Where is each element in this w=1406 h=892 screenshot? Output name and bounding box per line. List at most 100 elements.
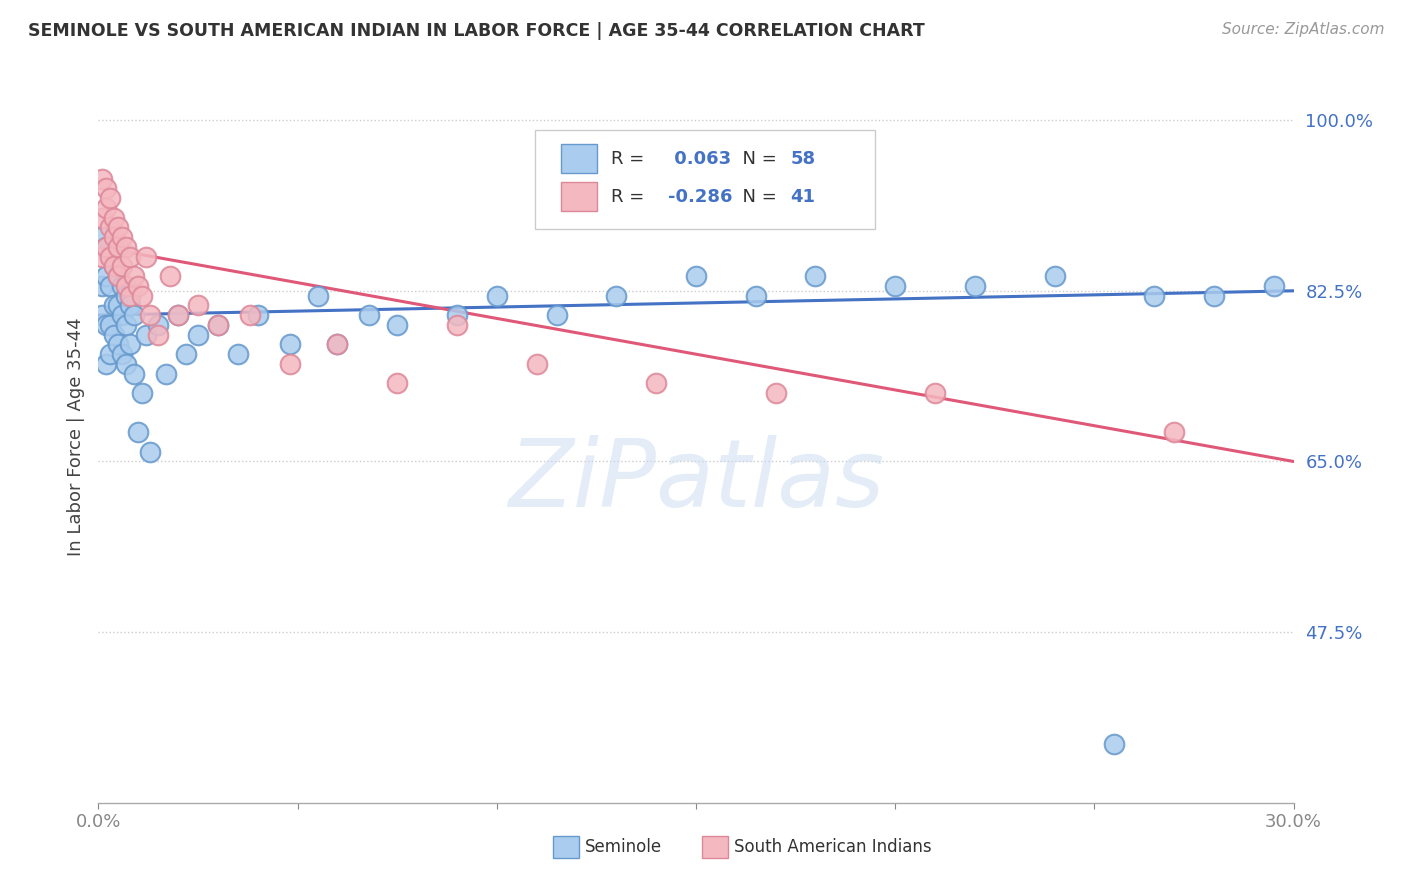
Point <box>103 298 125 312</box>
Point <box>1163 425 1185 440</box>
Point <box>107 269 129 284</box>
Text: 41: 41 <box>790 187 815 205</box>
Point <box>963 279 986 293</box>
Point <box>131 288 153 302</box>
Point <box>207 318 229 332</box>
Point <box>115 240 138 254</box>
Point <box>107 240 129 254</box>
Point <box>96 269 118 284</box>
Point <box>96 318 118 332</box>
Point <box>884 279 907 293</box>
Point <box>115 318 138 332</box>
Point <box>1143 288 1166 302</box>
Point <box>111 347 134 361</box>
Point <box>1104 737 1126 751</box>
Point <box>359 308 381 322</box>
Point <box>765 386 787 401</box>
Point <box>96 357 118 371</box>
Point <box>98 220 122 235</box>
Point <box>326 337 349 351</box>
Point <box>326 337 349 351</box>
Point <box>103 211 125 225</box>
Point <box>135 250 157 264</box>
Point <box>91 211 114 225</box>
Point <box>485 288 508 302</box>
Point <box>115 279 138 293</box>
Point <box>207 318 229 332</box>
Text: -0.286: -0.286 <box>668 187 733 205</box>
Point <box>111 260 134 274</box>
FancyBboxPatch shape <box>702 836 728 858</box>
Point <box>148 327 170 342</box>
Point <box>159 269 181 284</box>
Point <box>226 347 249 361</box>
Point <box>127 279 149 293</box>
Text: N =: N = <box>731 150 782 168</box>
Point <box>131 386 153 401</box>
Point <box>124 269 146 284</box>
Point <box>1043 269 1066 284</box>
Point <box>155 367 177 381</box>
Point <box>135 327 157 342</box>
Point <box>745 288 768 302</box>
Point <box>103 230 125 244</box>
Point <box>446 308 468 322</box>
Point <box>91 171 114 186</box>
Point <box>111 308 134 322</box>
Point <box>111 230 134 244</box>
Point <box>124 367 146 381</box>
Text: R =: R = <box>612 150 650 168</box>
Text: SEMINOLE VS SOUTH AMERICAN INDIAN IN LABOR FORCE | AGE 35-44 CORRELATION CHART: SEMINOLE VS SOUTH AMERICAN INDIAN IN LAB… <box>28 22 925 40</box>
Point <box>103 327 125 342</box>
Point <box>120 298 142 312</box>
Point <box>1202 288 1225 302</box>
Point <box>96 181 118 195</box>
FancyBboxPatch shape <box>553 836 579 858</box>
Point <box>98 191 122 205</box>
Point <box>278 337 301 351</box>
Point <box>115 357 138 371</box>
Point <box>685 269 707 284</box>
Text: Seminole: Seminole <box>585 838 662 855</box>
Point <box>187 327 209 342</box>
Point <box>107 298 129 312</box>
Point <box>120 288 142 302</box>
Point <box>96 240 118 254</box>
Point <box>139 308 162 322</box>
FancyBboxPatch shape <box>561 145 596 173</box>
Point <box>91 230 114 244</box>
Point <box>124 308 146 322</box>
Point <box>107 269 129 284</box>
Point <box>91 279 114 293</box>
Point <box>645 376 668 391</box>
Text: N =: N = <box>731 187 782 205</box>
Point <box>167 308 190 322</box>
Point <box>804 269 827 284</box>
Text: R =: R = <box>612 187 650 205</box>
Point <box>127 425 149 440</box>
Text: ZiPatlas: ZiPatlas <box>508 435 884 526</box>
Point <box>96 240 118 254</box>
Y-axis label: In Labor Force | Age 35-44: In Labor Force | Age 35-44 <box>66 318 84 557</box>
Point <box>174 347 197 361</box>
Point <box>239 308 262 322</box>
Point <box>924 386 946 401</box>
Point <box>446 318 468 332</box>
Point <box>385 376 409 391</box>
Text: 0.063: 0.063 <box>668 150 731 168</box>
Text: 58: 58 <box>790 150 815 168</box>
Point <box>91 308 114 322</box>
Point <box>187 298 209 312</box>
Point <box>103 260 125 274</box>
Point <box>148 318 170 332</box>
FancyBboxPatch shape <box>561 182 596 211</box>
Text: South American Indians: South American Indians <box>734 838 932 855</box>
Point <box>139 444 162 458</box>
Point <box>605 288 627 302</box>
Point <box>98 318 122 332</box>
Point <box>98 250 122 264</box>
Point <box>246 308 269 322</box>
Point <box>98 279 122 293</box>
Point <box>120 337 142 351</box>
Point <box>98 250 122 264</box>
